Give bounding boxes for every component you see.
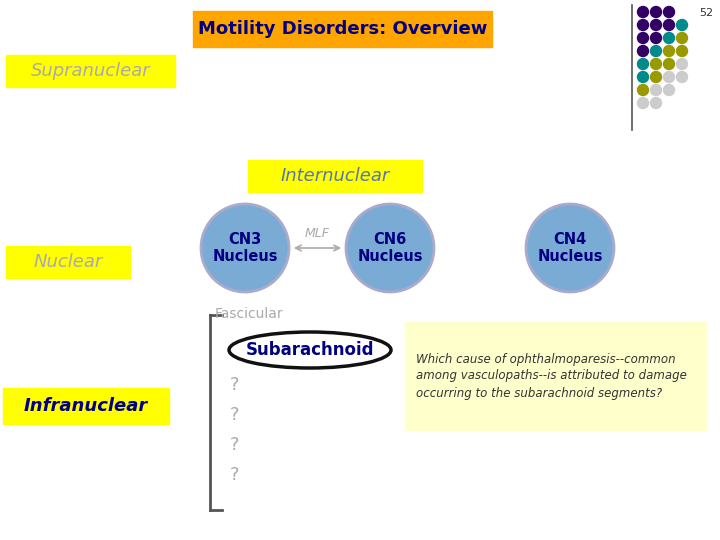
Circle shape (637, 6, 649, 17)
Text: CN6
Nucleus: CN6 Nucleus (357, 232, 423, 264)
Circle shape (650, 45, 662, 57)
Text: CN4
Nucleus: CN4 Nucleus (537, 232, 603, 264)
Circle shape (650, 19, 662, 30)
Circle shape (637, 71, 649, 83)
Text: ?: ? (230, 466, 240, 484)
FancyBboxPatch shape (6, 246, 130, 278)
Circle shape (664, 6, 675, 17)
Text: MLF: MLF (305, 227, 330, 240)
Circle shape (650, 71, 662, 83)
Circle shape (664, 58, 675, 70)
Text: Nuclear: Nuclear (33, 253, 103, 271)
Circle shape (650, 84, 662, 96)
Circle shape (637, 45, 649, 57)
Text: Which cause of ophthalmoparesis--common
among vasculopaths--is attributed to dam: Which cause of ophthalmoparesis--common … (416, 353, 687, 400)
Circle shape (664, 45, 675, 57)
Circle shape (664, 84, 675, 96)
FancyBboxPatch shape (3, 388, 169, 424)
Text: Motility Disorders: Overview: Motility Disorders: Overview (198, 20, 487, 38)
Circle shape (637, 84, 649, 96)
Circle shape (650, 58, 662, 70)
Circle shape (677, 58, 688, 70)
Circle shape (637, 98, 649, 109)
Circle shape (677, 19, 688, 30)
Circle shape (650, 6, 662, 17)
Circle shape (664, 71, 675, 83)
Text: CN3
Nucleus: CN3 Nucleus (212, 232, 278, 264)
Text: Fascicular: Fascicular (215, 307, 284, 321)
Circle shape (650, 32, 662, 44)
Text: 52: 52 (699, 8, 713, 18)
Circle shape (637, 58, 649, 70)
Circle shape (677, 32, 688, 44)
Circle shape (650, 98, 662, 109)
Circle shape (677, 45, 688, 57)
Text: Supranuclear: Supranuclear (31, 62, 150, 80)
Circle shape (664, 19, 675, 30)
Circle shape (637, 32, 649, 44)
Text: Subarachnoid: Subarachnoid (246, 341, 374, 359)
FancyBboxPatch shape (248, 160, 422, 192)
Ellipse shape (346, 204, 434, 292)
Ellipse shape (526, 204, 614, 292)
FancyBboxPatch shape (405, 322, 706, 430)
Text: ?: ? (230, 406, 240, 424)
Circle shape (637, 19, 649, 30)
Text: Infranuclear: Infranuclear (24, 397, 148, 415)
Ellipse shape (229, 332, 391, 368)
FancyBboxPatch shape (6, 55, 175, 87)
Text: ?: ? (230, 436, 240, 454)
Circle shape (664, 32, 675, 44)
Text: ?: ? (230, 376, 240, 394)
Ellipse shape (201, 204, 289, 292)
FancyBboxPatch shape (193, 11, 492, 47)
Circle shape (677, 71, 688, 83)
Text: Internuclear: Internuclear (280, 167, 390, 185)
